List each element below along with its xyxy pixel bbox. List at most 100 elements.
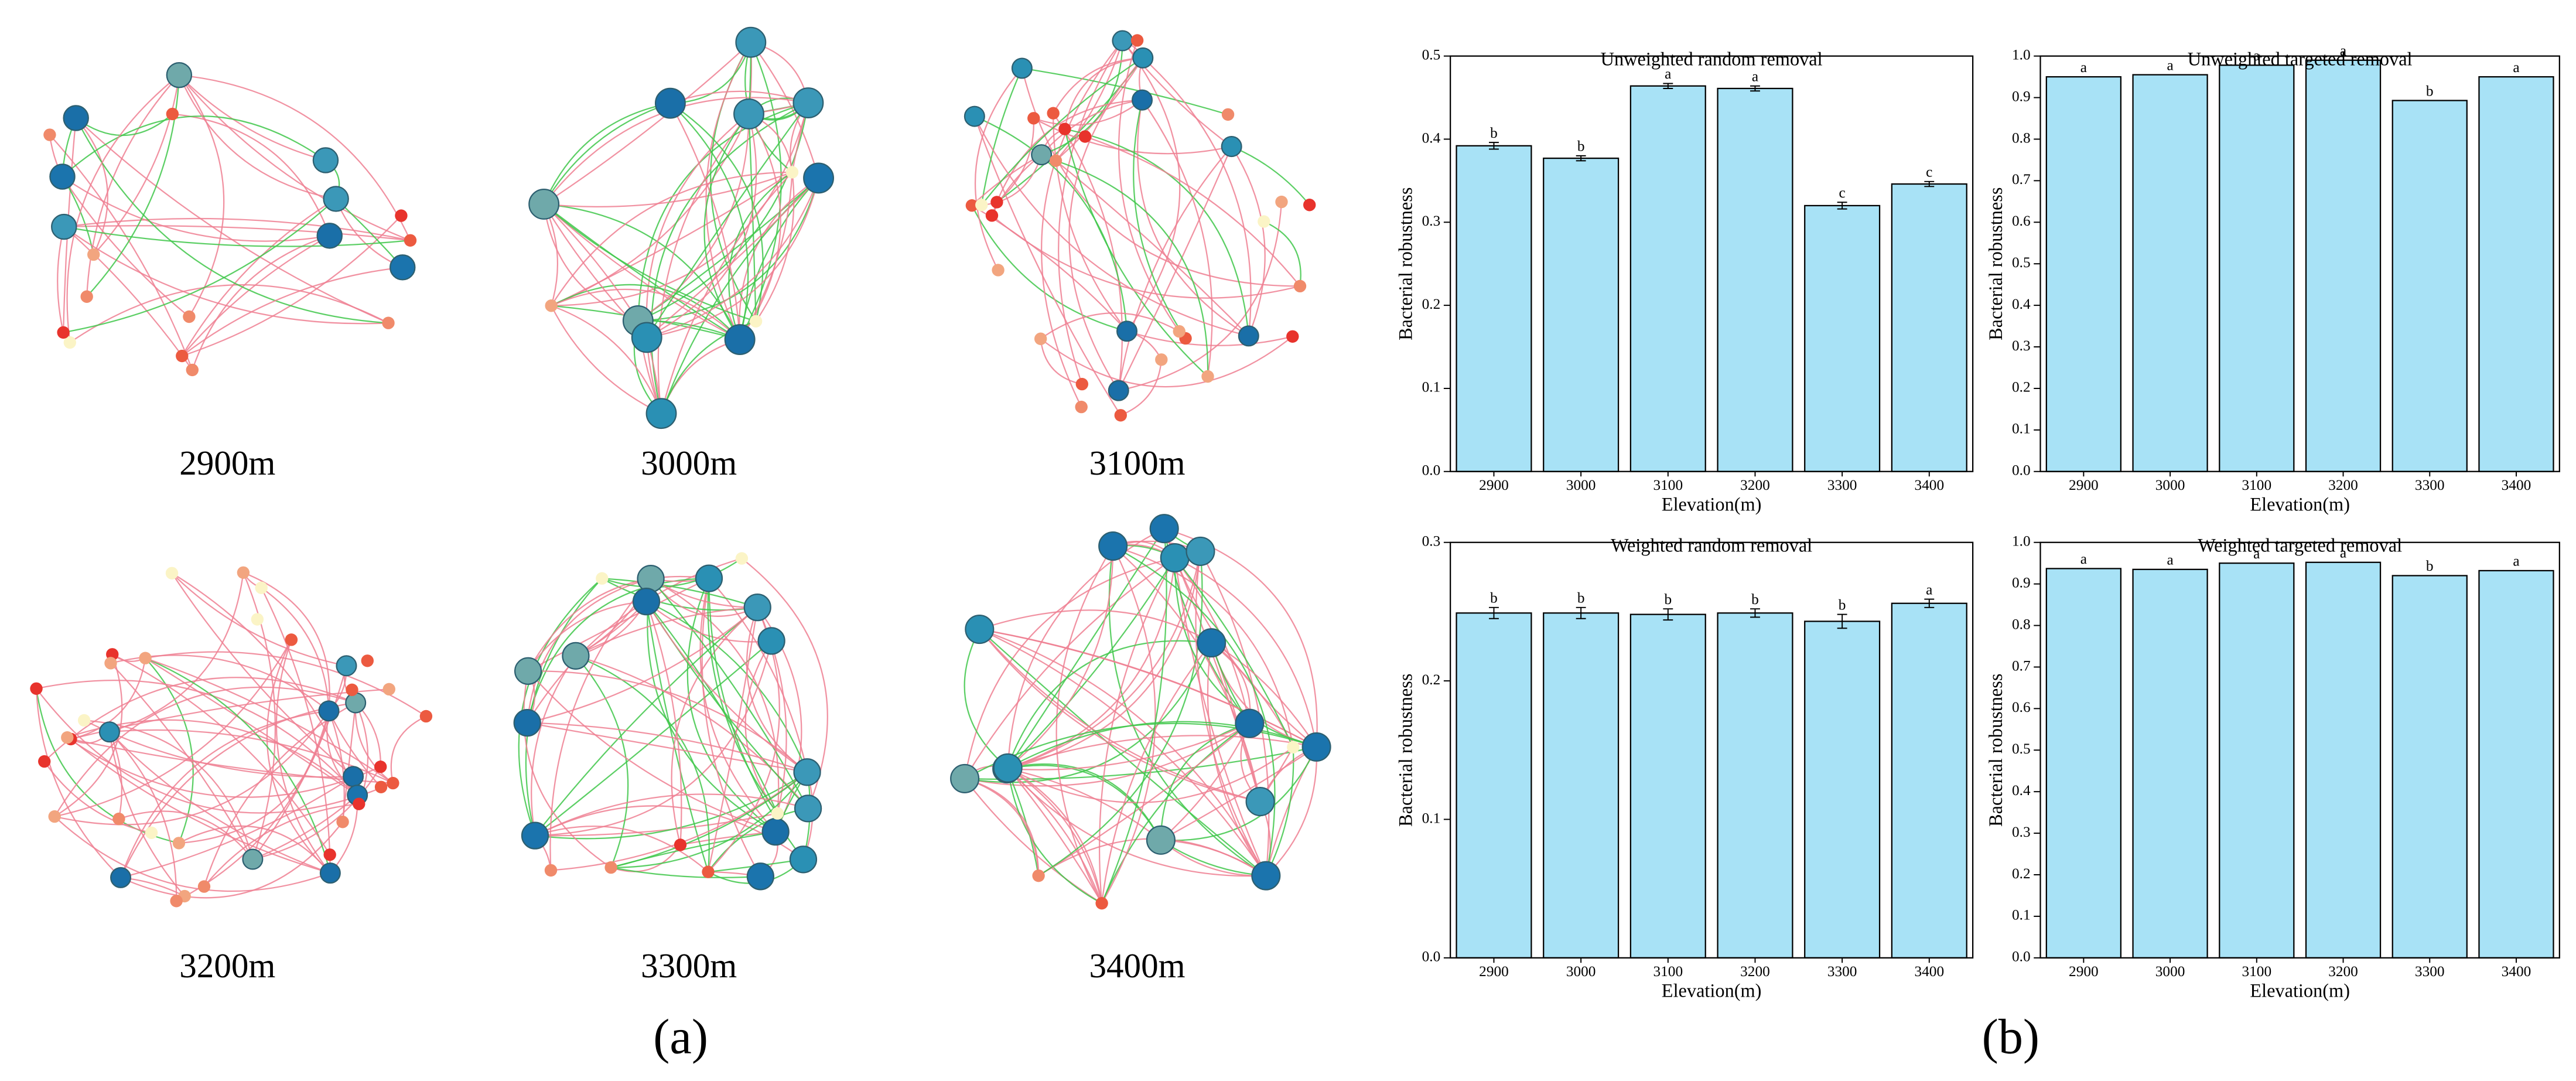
network-node xyxy=(374,780,388,793)
network-edge xyxy=(112,653,331,855)
network-edge xyxy=(551,305,662,414)
network-edge xyxy=(1126,330,1293,346)
x-tick-label: 3000 xyxy=(1566,963,1596,980)
network-node xyxy=(346,683,358,697)
x-axis-label: Elevation(m) xyxy=(2250,493,2350,514)
network-edge xyxy=(979,609,1317,748)
network-edge xyxy=(1174,557,1317,748)
chart-title: Unweighted targeted removal xyxy=(2188,49,2413,70)
network-edge xyxy=(1007,767,1266,877)
network-edge xyxy=(610,844,681,872)
network-edge xyxy=(708,807,808,872)
network-node xyxy=(395,209,408,222)
network-edge xyxy=(1006,551,1201,770)
bar xyxy=(2132,568,2208,959)
y-axis-label: Bacterial robustness xyxy=(1395,674,1416,827)
network-edge xyxy=(637,103,809,322)
network-edge xyxy=(980,68,1023,206)
network-edge xyxy=(551,284,740,340)
error-bar xyxy=(1924,598,1935,608)
network-node xyxy=(990,196,1003,209)
network-edge xyxy=(54,710,330,826)
bar xyxy=(1543,612,1620,959)
network-node xyxy=(30,682,43,695)
network-edge xyxy=(1021,67,1228,115)
y-tick-label: 0.7 xyxy=(2012,171,2031,187)
network-node xyxy=(316,223,343,249)
y-tick-label: 0.1 xyxy=(2012,421,2031,437)
significance-letter: a xyxy=(2340,43,2346,59)
error-bar xyxy=(1750,608,1760,618)
network-edge xyxy=(964,629,1009,769)
network-edge xyxy=(1101,642,1212,903)
network-edge xyxy=(637,114,750,322)
network-edge xyxy=(1007,767,1103,903)
network-edge xyxy=(1064,57,1143,129)
network-edge xyxy=(964,722,1250,787)
network-label: 3400m xyxy=(1089,946,1185,985)
y-tick-label: 0.2 xyxy=(1422,296,1441,312)
y-tick-label: 0.3 xyxy=(2012,337,2031,354)
network-edge xyxy=(63,226,193,371)
error-bar xyxy=(1489,606,1499,619)
network xyxy=(43,62,417,377)
network-node xyxy=(1301,732,1331,762)
network-edge xyxy=(275,639,331,874)
network-node xyxy=(1275,195,1288,209)
network-edge xyxy=(646,178,819,338)
network-edge xyxy=(36,688,394,814)
network-node xyxy=(513,708,541,737)
network-node xyxy=(1146,825,1176,855)
network-edge xyxy=(1006,768,1161,841)
network-edge xyxy=(611,772,808,868)
network-edge xyxy=(266,639,331,874)
network-node xyxy=(318,700,340,722)
network-node xyxy=(61,731,74,744)
network-edge xyxy=(108,732,185,897)
network-edge xyxy=(54,639,292,817)
x-tick-label: 3000 xyxy=(2155,477,2185,493)
bar xyxy=(1543,157,1620,472)
network-edge xyxy=(979,629,1260,803)
network-edge xyxy=(1053,113,1128,332)
network-node xyxy=(654,87,686,119)
network-edge xyxy=(1108,545,1266,877)
y-axis-label: Bacterial robustness xyxy=(1985,674,2006,827)
panel-label: (b) xyxy=(1982,1010,2039,1065)
chart-title: Weighted random removal xyxy=(1611,535,1812,556)
network-edge xyxy=(1142,100,1213,377)
network-node xyxy=(545,299,558,312)
network-node xyxy=(1130,34,1144,47)
network-edge xyxy=(171,572,360,804)
network-edge xyxy=(63,198,337,333)
significance-letter: b xyxy=(1751,591,1759,608)
significance-letter: b xyxy=(1490,590,1498,606)
network-edge xyxy=(1142,57,1252,336)
network-node xyxy=(702,865,715,878)
network-edge xyxy=(551,288,740,340)
bar xyxy=(2045,568,2122,959)
network-node xyxy=(1303,199,1316,212)
network-node xyxy=(965,199,979,212)
network-node xyxy=(1287,741,1300,754)
network-edge xyxy=(646,114,757,338)
network-node xyxy=(1114,409,1127,422)
network-edge xyxy=(980,57,1143,206)
network-node xyxy=(604,861,617,874)
bar xyxy=(1891,602,1967,959)
network-node xyxy=(631,322,662,353)
network-edge xyxy=(650,578,780,814)
x-tick-label: 3100 xyxy=(2242,963,2271,980)
network-node xyxy=(336,816,349,828)
network-node xyxy=(521,821,549,850)
network-edge xyxy=(1263,221,1301,287)
significance-letter: a xyxy=(2167,57,2173,73)
network-edge xyxy=(602,558,743,588)
network-edge xyxy=(549,578,651,871)
x-tick-label: 3100 xyxy=(2242,477,2271,493)
network-edge xyxy=(179,74,326,161)
network-node xyxy=(172,837,186,850)
networks: 2900m 3000m 3100m 3200m 3300m 3400m xyxy=(30,26,1331,985)
network-node xyxy=(1049,154,1062,167)
y-tick-label: 0.6 xyxy=(2012,699,2031,715)
